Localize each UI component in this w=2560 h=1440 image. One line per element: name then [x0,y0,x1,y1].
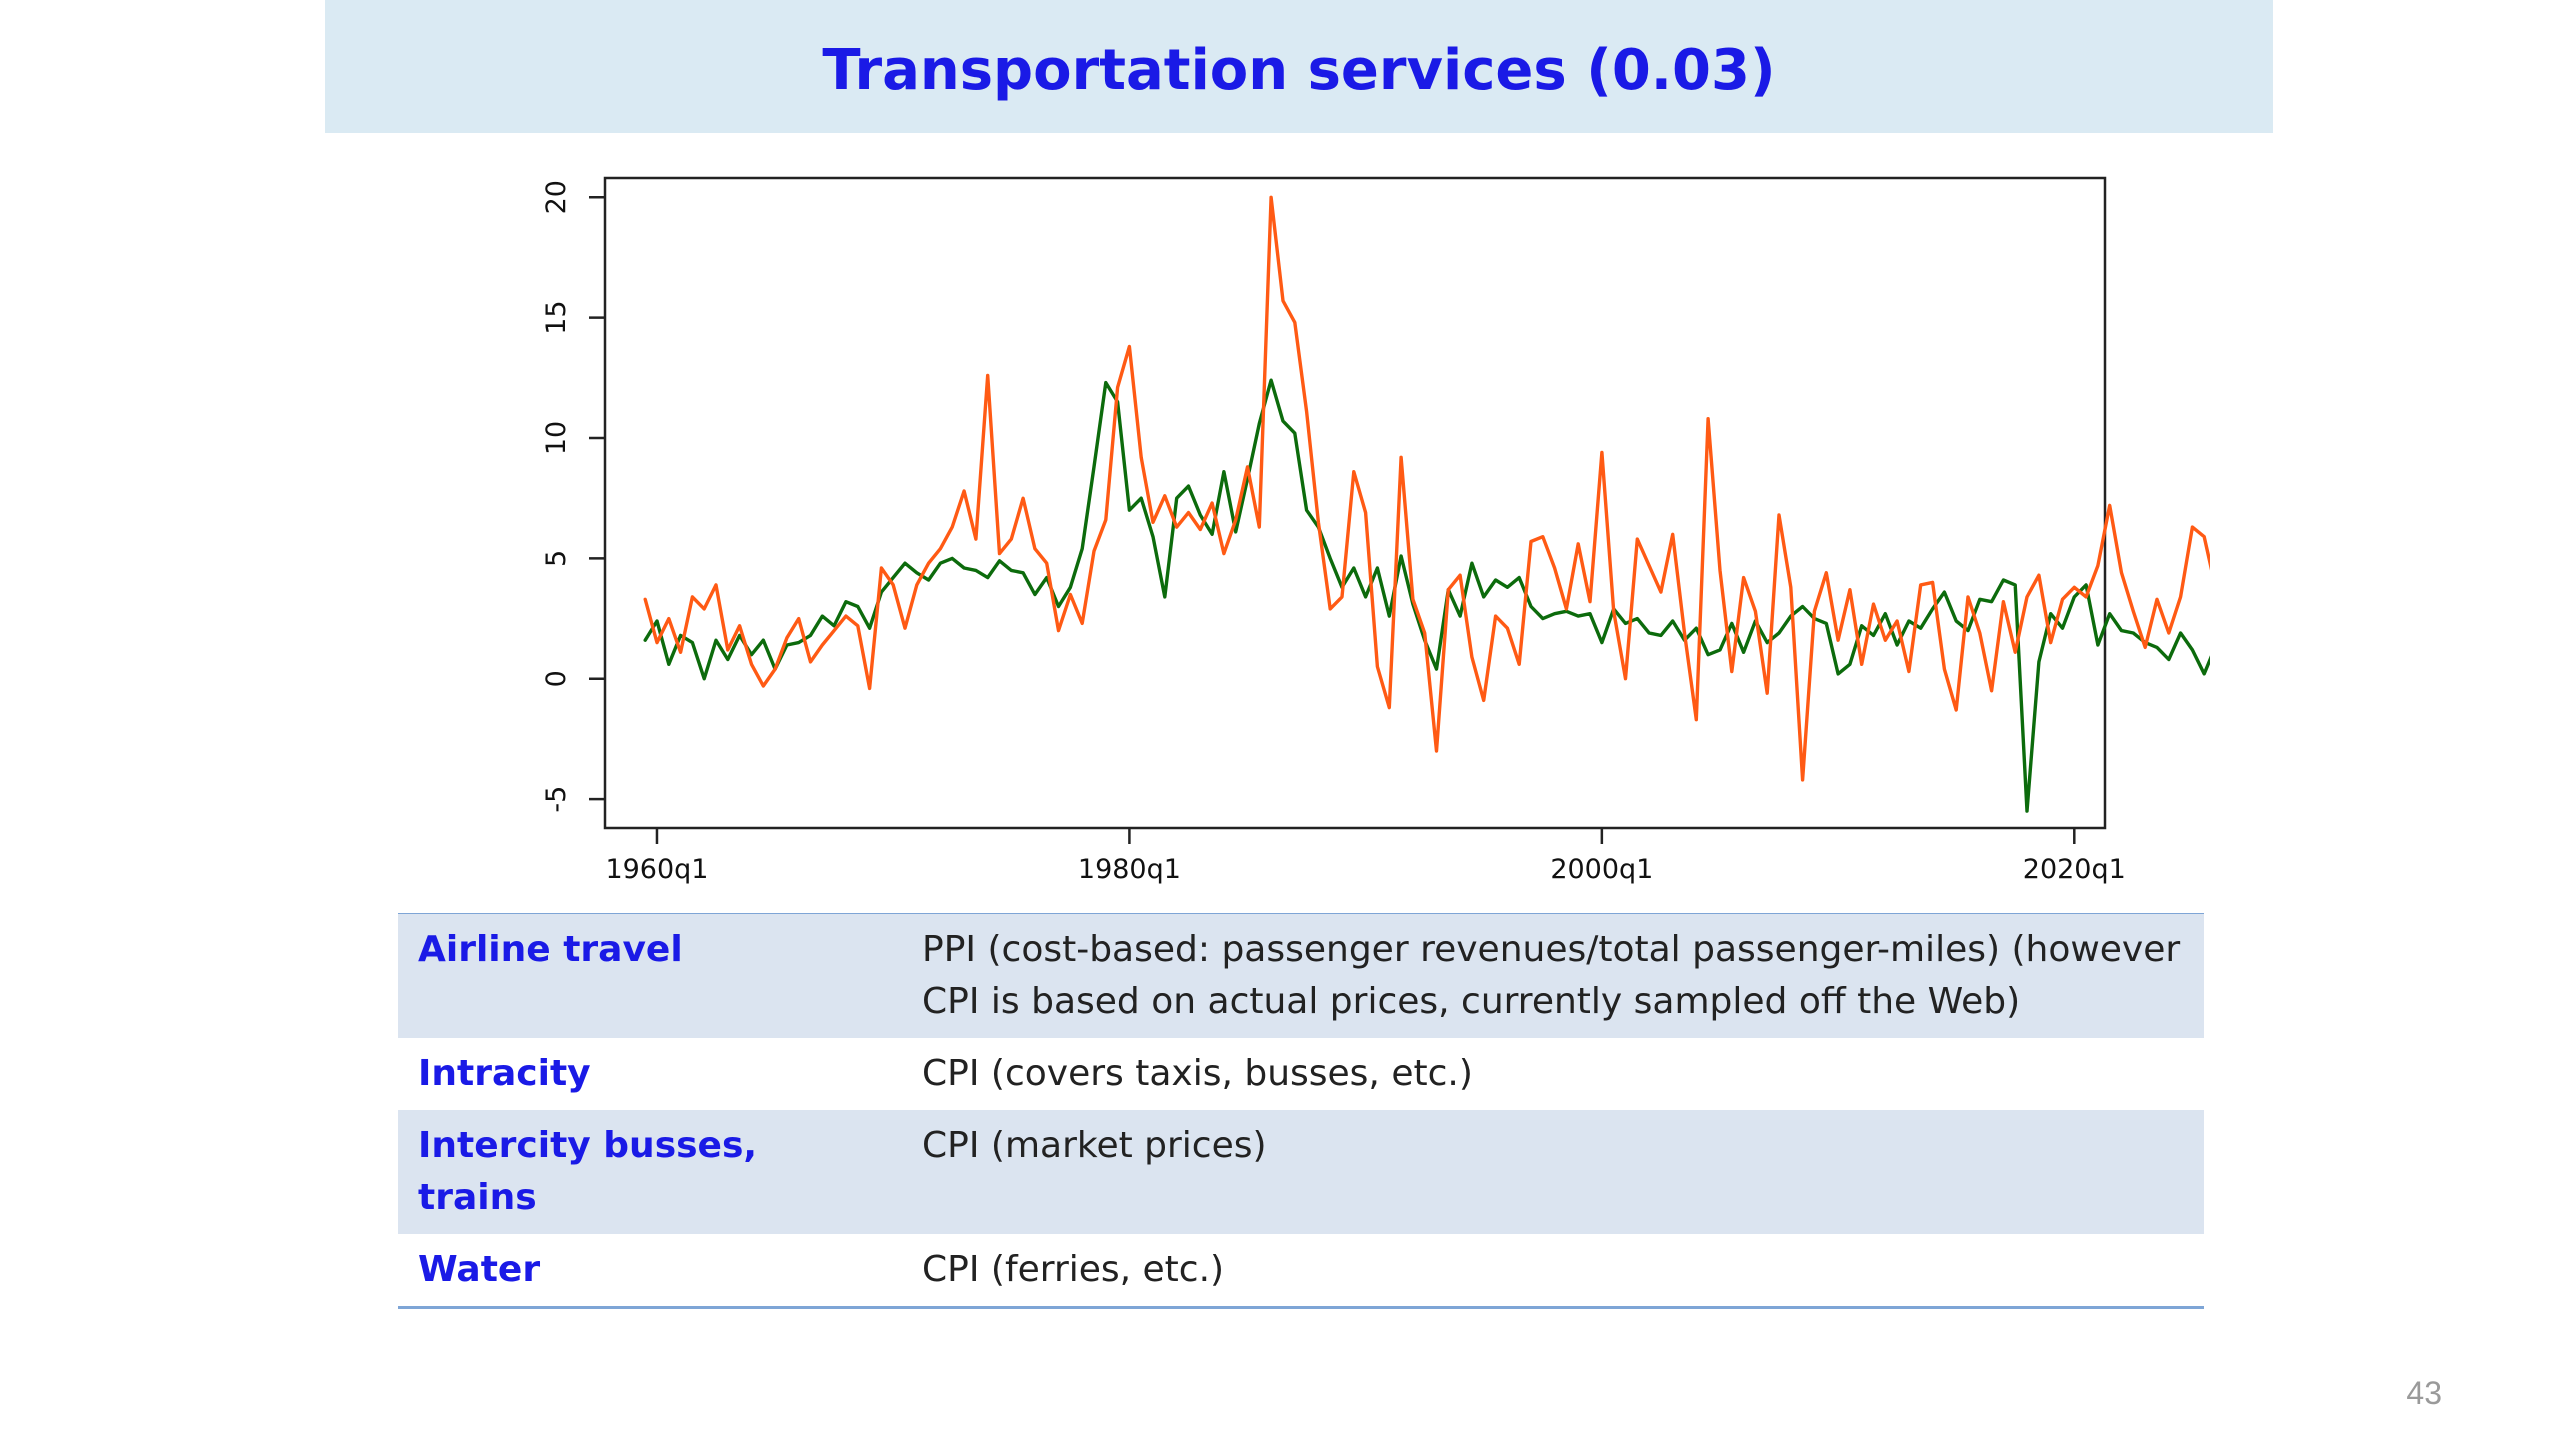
series-line-1 [643,195,2210,782]
x-tick-label: 1980q1 [1078,854,1181,885]
row-value: CPI (covers taxis, busses, etc.) [922,1053,1473,1094]
x-tick-label: 2000q1 [1550,854,1653,885]
y-tick-label: 20 [541,180,572,214]
title-band: Transportation services (0.03) [325,0,2273,133]
x-tick-label: 1960q1 [605,854,708,885]
table-row: Airline travel PPI (cost-based: passenger… [398,914,2204,1038]
x-tick-label: 2020q1 [2023,854,2126,885]
slide-title: Transportation services (0.03) [822,38,1776,103]
plot-frame [603,176,2107,830]
row-label: Water [418,1249,541,1290]
y-tick-label: 0 [541,670,572,687]
table-row: Intracity CPI (covers taxis, busses, etc.… [398,1038,2204,1110]
row-label: Intercity busses, trains [418,1125,758,1218]
y-tick-label: 5 [541,550,572,567]
row-label: Intracity [418,1053,591,1094]
price-source-table: Airline travel PPI (cost-based: passenger… [398,914,2204,1306]
y-tick-label: 10 [541,421,572,455]
table-bottom-rule [398,1306,2204,1309]
row-label: Airline travel [418,929,683,970]
page-number: 43 [2406,1375,2442,1411]
row-value: CPI (ferries, etc.) [922,1249,1225,1290]
table-row: Water CPI (ferries, etc.) [398,1234,2204,1306]
row-value: PPI (cost-based: passenger revenues/tota… [922,929,2181,1022]
line-chart: -5 0 5 10 15 20 1960q1 1980q1 2000q1 2020q1 [541,176,2210,885]
y-tick-label: 15 [541,300,572,334]
row-value: CPI (market prices) [922,1125,1267,1166]
table-row: Intercity busses, trains CPI (market pric… [398,1110,2204,1234]
table-top-rule [398,913,2204,916]
y-tick-label: -5 [541,786,572,813]
